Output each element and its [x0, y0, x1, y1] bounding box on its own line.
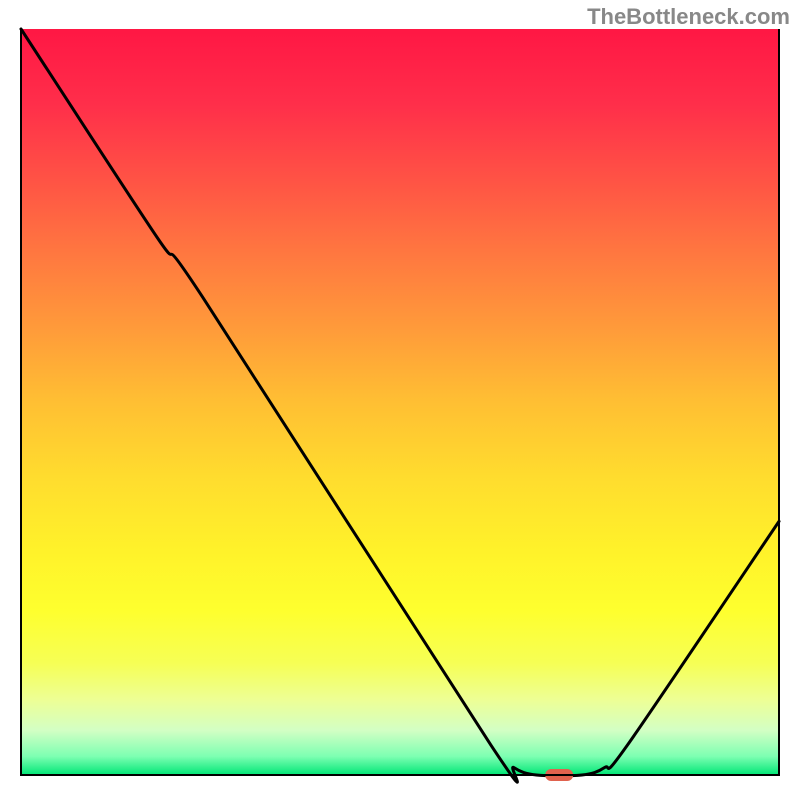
watermark-text: TheBottleneck.com	[587, 4, 790, 30]
plot-background	[21, 29, 779, 775]
bottleneck-chart	[0, 0, 800, 800]
